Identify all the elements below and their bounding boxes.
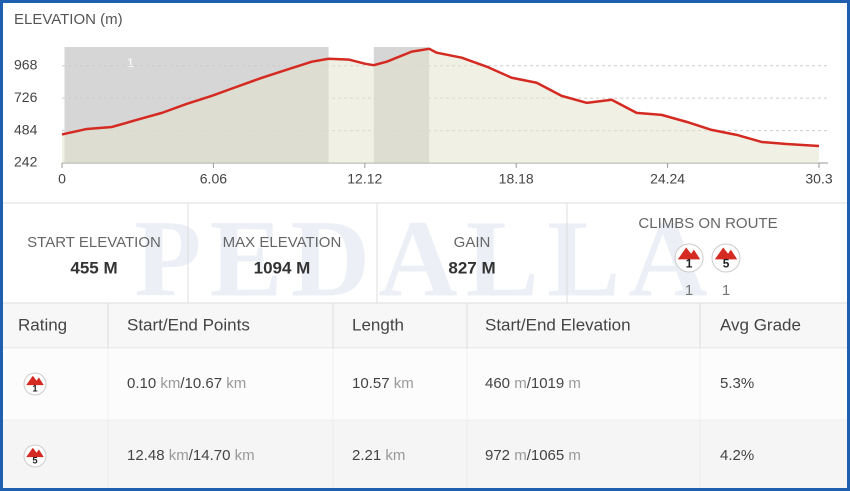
x-tick-label: 24.24	[650, 171, 685, 187]
stat-value: 827 M	[448, 258, 495, 277]
climb-icon: 5	[711, 243, 741, 273]
y-tick-label: 968	[14, 56, 38, 72]
value: /1019	[527, 375, 565, 392]
column-header: Rating	[18, 315, 67, 334]
value: /10.67	[180, 375, 222, 392]
climb-icon: 5	[23, 444, 47, 468]
table-row	[0, 348, 850, 420]
icon-rating: 5	[32, 455, 37, 465]
climbs-title: CLIMBS ON ROUTE	[638, 215, 777, 232]
cell: 4.2%	[720, 447, 754, 464]
x-tick-label: 0	[58, 171, 66, 187]
cell: 10.57 km	[352, 375, 414, 392]
icon-rating: 5	[723, 256, 730, 270]
column-header: Length	[352, 315, 404, 334]
cell: 2.21 km	[352, 447, 405, 464]
x-tick-label: 30.3	[805, 171, 832, 187]
icon-peak	[26, 447, 44, 458]
cell: 12.48 km/14.70 km	[127, 447, 255, 464]
stat-value: 1094 M	[254, 258, 311, 277]
table-row	[0, 420, 850, 491]
x-tick-label: 12.12	[347, 171, 382, 187]
value: 5.3%	[720, 375, 754, 392]
value: 12.48	[127, 447, 165, 464]
column-header: Start/End Elevation	[485, 315, 631, 334]
icon-rating: 1	[32, 383, 37, 393]
unit: km	[230, 447, 254, 464]
icon-rating: 1	[686, 256, 693, 270]
y-tick-label: 242	[14, 154, 38, 170]
unit: m	[564, 375, 581, 392]
unit: km	[390, 375, 414, 392]
unit: km	[156, 375, 180, 392]
unit: m	[564, 447, 581, 464]
value: /14.70	[189, 447, 231, 464]
column-header: Start/End Points	[127, 315, 250, 334]
x-tick-label: 6.06	[200, 171, 227, 187]
unit: m	[510, 375, 527, 392]
unit: km	[381, 447, 405, 464]
y-tick-label: 726	[14, 89, 38, 105]
value: 972	[485, 447, 510, 464]
value: 10.57	[352, 375, 390, 392]
stat-label: MAX ELEVATION	[223, 234, 342, 251]
y-tick-label: 484	[14, 121, 38, 137]
cell: 460 m/1019 m	[485, 375, 581, 392]
stat-label: START ELEVATION	[27, 234, 161, 251]
value: 0.10	[127, 375, 156, 392]
cell: 0.10 km/10.67 km	[127, 375, 246, 392]
icon-peak	[26, 375, 44, 386]
stat-value: 455 M	[70, 258, 117, 277]
area-fill	[62, 48, 819, 163]
icon-peak	[677, 247, 701, 260]
value: /1065	[527, 447, 565, 464]
value: 4.2%	[720, 447, 754, 464]
icon-peak	[714, 247, 738, 260]
stat-label: GAIN	[454, 234, 491, 251]
unit: km	[165, 447, 189, 464]
value: 2.21	[352, 447, 381, 464]
climb-count: 1	[685, 282, 693, 299]
climb-icon: 1	[674, 243, 704, 273]
elevation-line	[61, 47, 820, 148]
unit: m	[510, 447, 527, 464]
climb-icon: 1	[23, 372, 47, 396]
unit: km	[222, 375, 246, 392]
value: 460	[485, 375, 510, 392]
cell: 5.3%	[720, 375, 754, 392]
column-header: Avg Grade	[720, 315, 801, 334]
watermark: PEDALLA	[134, 197, 716, 319]
cell: 972 m/1065 m	[485, 447, 581, 464]
chart-title: ELEVATION (m)	[14, 11, 123, 28]
climb-count: 1	[722, 282, 730, 299]
x-tick-label: 18.18	[499, 171, 534, 187]
climb-region-label: 1	[127, 56, 134, 70]
